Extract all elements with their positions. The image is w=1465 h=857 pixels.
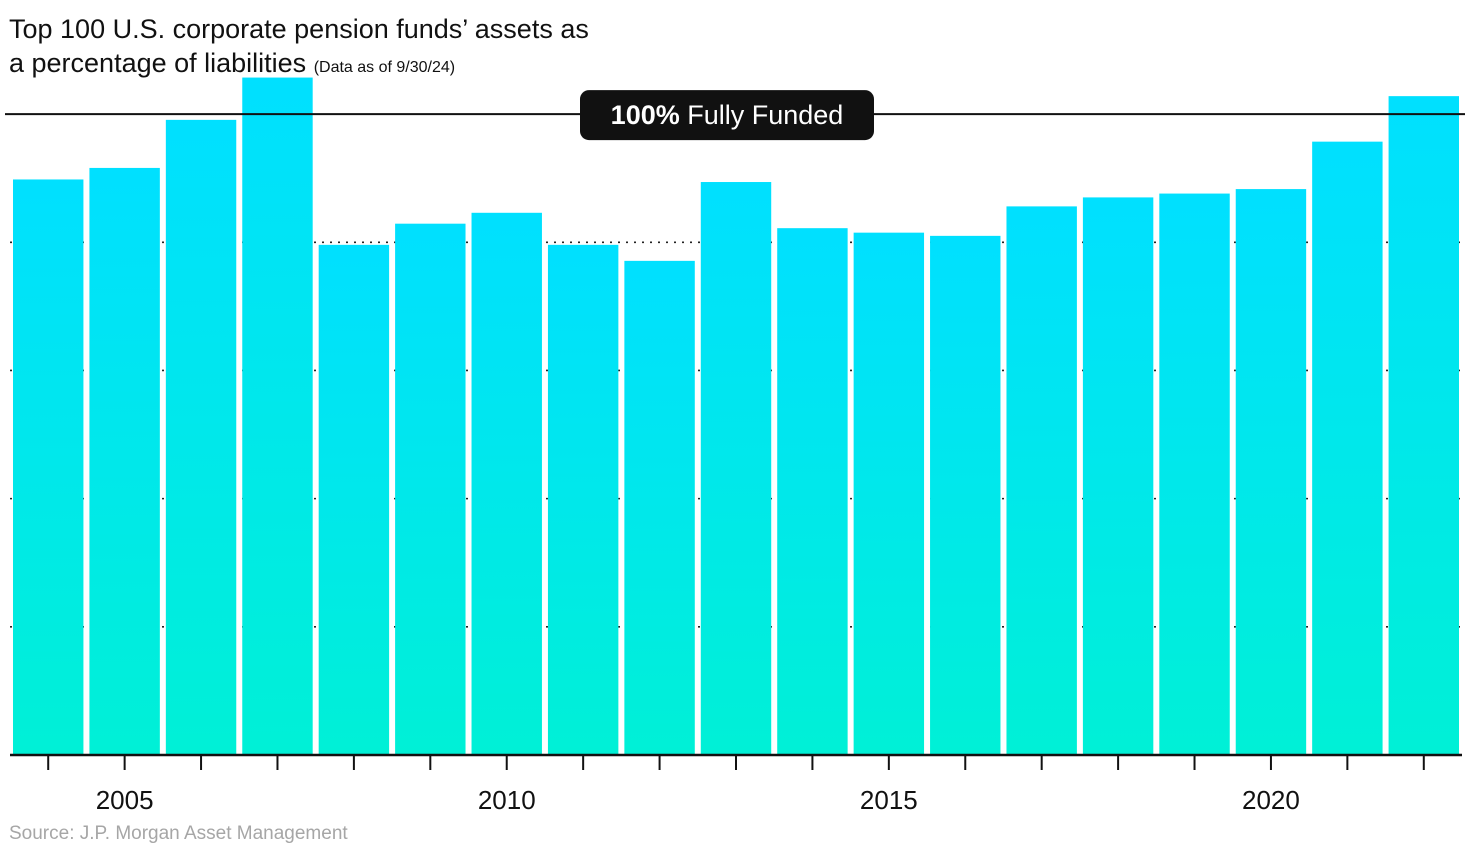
bar-2013 xyxy=(700,182,772,755)
bar-2006 xyxy=(165,119,237,756)
bar-2008 xyxy=(318,244,390,755)
x-axis: 2005 2010 2015 2020 xyxy=(10,753,1462,815)
bar-2019 xyxy=(1159,193,1230,756)
bar-2007 xyxy=(242,77,313,756)
x-tick-label: 2020 xyxy=(1242,785,1300,815)
fully-funded-badge xyxy=(580,90,874,141)
bar-2011 xyxy=(547,244,619,755)
bar-2015 xyxy=(853,232,925,756)
x-tick-label: 2005 xyxy=(96,785,154,815)
bar-2021 xyxy=(1312,141,1383,755)
bar-2005 xyxy=(89,167,160,756)
title-note: (Data as of 9/30/24) xyxy=(313,59,456,76)
bar-2004 xyxy=(13,179,84,756)
bar-2020 xyxy=(1235,189,1307,755)
fully-funded-reference: 100% Fully Funded xyxy=(5,90,1465,141)
x-tick-label: 2015 xyxy=(860,785,918,815)
chart-title: Top 100 U.S. corporate pension funds’ as… xyxy=(9,12,729,85)
bar-2017 xyxy=(1006,206,1077,755)
title-line-1: Top 100 U.S. corporate pension funds’ as… xyxy=(9,14,589,44)
bar-2018 xyxy=(1082,197,1154,756)
x-tick-label: 2010 xyxy=(478,785,536,815)
bar-2016 xyxy=(930,235,1001,755)
bar-2010 xyxy=(471,212,542,756)
bar-2022 xyxy=(1388,96,1459,756)
fully-funded-label-rest: Fully Funded xyxy=(680,100,844,130)
bar-2012 xyxy=(624,260,695,755)
title-line-2: a percentage of liabilities xyxy=(9,48,307,78)
bar-chart: 2005 2010 2015 2020 100% Fully Funded xyxy=(5,77,1465,815)
fully-funded-label: 100% Fully Funded xyxy=(611,100,844,130)
fully-funded-label-bold: 100% xyxy=(611,100,680,130)
bar-2009 xyxy=(395,223,466,755)
source-note: Source: J.P. Morgan Asset Management xyxy=(9,823,348,844)
bar-2014 xyxy=(777,228,848,755)
bars xyxy=(13,77,1459,756)
